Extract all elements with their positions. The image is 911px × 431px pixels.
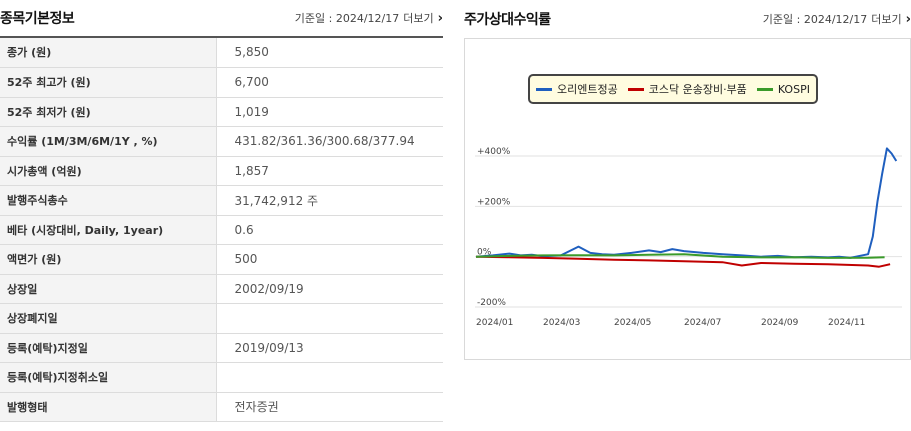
row-value: 31,742,912 주 <box>216 185 443 216</box>
table-row: 액면가 (원) 500 <box>0 244 443 275</box>
legend-swatch <box>536 87 552 91</box>
more-link[interactable]: 더보기 <box>871 13 902 26</box>
row-label: 액면가 (원) <box>0 244 217 275</box>
row-label: 상장폐지일 <box>0 303 217 334</box>
row-value: 5,850 <box>216 38 443 68</box>
y-tick-label: +200% <box>477 197 511 207</box>
legend-swatch <box>627 87 644 91</box>
row-label: 등록(예탁)지정일 <box>0 333 217 363</box>
legend-label: KOSPI <box>777 82 810 96</box>
x-tick-label: 2024/07 <box>684 318 721 328</box>
table-row: 베타 (시장대비, Daily, 1year) 0.6 <box>0 215 443 245</box>
row-value: 431.82/361.36/300.68/377.94 <box>216 126 443 157</box>
row-label: 발행형태 <box>0 392 217 422</box>
x-tick-label: 2024/05 <box>614 318 651 328</box>
row-label: 52주 최저가 (원) <box>0 97 217 127</box>
basic-info-header: 종목기본정보 기준일 : 2024/12/17 더보기 › <box>0 0 443 38</box>
x-tick-label: 2024/11 <box>828 318 865 328</box>
row-value: 500 <box>216 244 443 275</box>
relative-return-header: 주가상대수익률 기준일 : 2024/12/17 더보기 › <box>464 0 911 38</box>
row-label: 베타 (시장대비, Daily, 1year) <box>0 215 217 245</box>
legend-item[interactable]: 오리엔트정공 <box>536 81 618 97</box>
chart-canvas: +400% +200% 0% -200% 2024/01 2024/03 2024/05 20… <box>475 147 902 328</box>
x-tick-label: 2024/09 <box>761 318 799 328</box>
row-label: 종가 (원) <box>0 38 217 68</box>
chevron-right-icon[interactable]: › <box>905 11 911 27</box>
x-tick-label: 2024/01 <box>476 318 513 328</box>
basic-info-title: 종목기본정보 <box>0 11 75 27</box>
row-label: 수익률 (1M/3M/6M/1Y , %) <box>0 126 217 157</box>
relative-return-title: 주가상대수익률 <box>464 12 551 28</box>
row-value <box>216 303 443 334</box>
legend-item[interactable]: 코스닥 운송장비·부품 <box>627 81 747 97</box>
relative-return-chart: +400% +200% 0% -200% 2024/01 2024/03 2024/05 20… <box>464 38 911 360</box>
table-row: 종가 (원) 5,850 <box>0 38 443 68</box>
row-value: 6,700 <box>216 67 443 98</box>
table-row: 52주 최저가 (원) 1,019 <box>0 97 443 127</box>
series-line <box>475 255 891 268</box>
row-value: 2019/09/13 <box>216 333 443 363</box>
table-row: 발행형태 전자증권 <box>0 392 443 422</box>
basic-info-base-date: 기준일 : 2024/12/17 더보기 › <box>295 10 443 26</box>
table-row: 발행주식총수 31,742,912 주 <box>0 185 443 216</box>
row-label: 등록(예탁)지정취소일 <box>0 362 217 393</box>
basic-info-table: 종가 (원) 5,850 52주 최고가 (원) 6,700 52주 최저가 (원) 1,… <box>0 38 443 422</box>
x-tick-label: 2024/03 <box>543 318 580 328</box>
row-value: 1,857 <box>216 156 443 186</box>
chart-legend: 오리엔트정공 코스닥 운송장비·부품 KOSPI <box>528 74 818 104</box>
y-tick-label: -200% <box>477 298 506 308</box>
row-value <box>216 362 443 393</box>
table-row: 등록(예탁)지정취소일 <box>0 362 443 393</box>
row-value: 2002/09/19 <box>216 274 443 304</box>
table-row: 52주 최고가 (원) 6,700 <box>0 67 443 98</box>
y-tick-label: 0% <box>477 248 492 258</box>
series-line <box>475 253 885 259</box>
legend-label: 오리엔트정공 <box>557 83 618 96</box>
row-label: 발행주식총수 <box>0 185 217 216</box>
base-date-label: 기준일 : 2024/12/17 <box>762 13 868 26</box>
table-row: 시가총액 (억원) 1,857 <box>0 156 443 186</box>
base-date-label: 기준일 : 2024/12/17 <box>294 12 400 25</box>
legend-item[interactable]: KOSPI <box>756 82 810 96</box>
table-row: 등록(예탁)지정일 2019/09/13 <box>0 333 443 363</box>
chevron-right-icon[interactable]: › <box>437 10 443 26</box>
row-label: 시가총액 (억원) <box>0 156 217 186</box>
legend-swatch <box>756 87 773 91</box>
row-value: 0.6 <box>216 215 443 245</box>
row-value: 1,019 <box>216 97 443 127</box>
relative-return-base-date: 기준일 : 2024/12/17 더보기 › <box>763 11 911 27</box>
table-row: 상장일 2002/09/19 <box>0 274 443 304</box>
table-row: 수익률 (1M/3M/6M/1Y , %) 431.82/361.36/300.6… <box>0 126 443 157</box>
row-value: 전자증권 <box>216 392 443 422</box>
series-line <box>475 147 898 259</box>
row-label: 52주 최고가 (원) <box>0 67 217 98</box>
legend-label: 코스닥 운송장비·부품 <box>648 83 747 96</box>
y-tick-label: +400% <box>477 147 511 157</box>
more-link[interactable]: 더보기 <box>403 12 434 25</box>
row-label: 상장일 <box>0 274 217 304</box>
table-row: 상장폐지일 <box>0 303 443 334</box>
